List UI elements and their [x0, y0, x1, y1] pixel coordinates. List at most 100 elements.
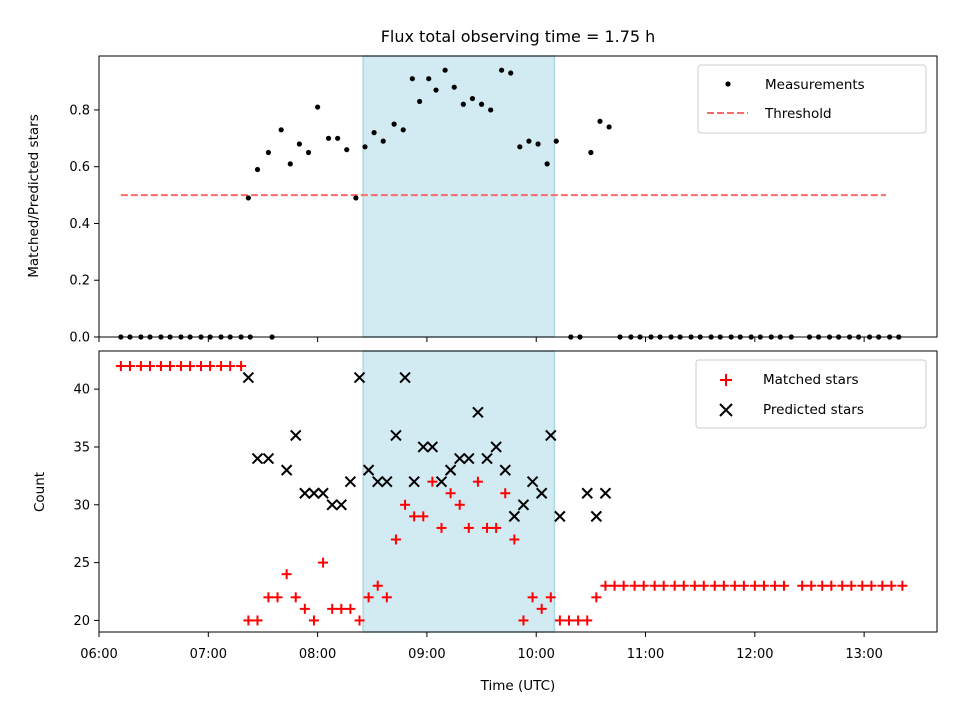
- matched-star-marker: [124, 361, 135, 372]
- legend-matched-marker: [720, 374, 732, 386]
- predicted-star-marker: [353, 371, 366, 384]
- predicted-marker-b: [535, 487, 548, 499]
- top-legend-box: [697, 64, 927, 134]
- predicted-star-markers: [242, 371, 612, 523]
- matched-star-marker: [299, 603, 310, 614]
- predicted-marker-b: [242, 371, 255, 384]
- predicted-star-marker: [299, 487, 311, 499]
- measurement-point: [391, 121, 397, 127]
- matched-star-marker: [225, 361, 236, 372]
- predicted-marker-b: [317, 487, 329, 499]
- matched-star-marker: [749, 580, 760, 591]
- predicted-star-marker: [426, 441, 439, 453]
- matched-star-marker: [758, 580, 769, 591]
- predicted-star-marker: [554, 510, 566, 523]
- predicted-marker-b: [290, 429, 302, 442]
- predicted-star-marker: [581, 487, 593, 499]
- measurement-point: [442, 67, 448, 73]
- measurement-point: [526, 138, 532, 144]
- matched-star-marker: [252, 615, 263, 626]
- top-y-ticks: 0.0 0.2 0.4 0.6 0.8: [69, 103, 99, 346]
- measurement-point: [597, 118, 603, 124]
- measurement-point: [426, 76, 432, 82]
- predicted-star-marker: [472, 406, 484, 418]
- predicted-star-marker: [362, 464, 375, 476]
- x-axis-label: Time (UTC): [480, 678, 556, 694]
- matched-star-marker: [689, 580, 700, 591]
- observing-window-shade: [362, 55, 556, 338]
- predicted-star-marker: [499, 464, 511, 476]
- predicted-marker-b: [344, 475, 357, 488]
- measurement-point: [344, 147, 350, 153]
- top-y-tick-label: 0.0: [69, 331, 90, 346]
- measurement-point: [488, 107, 494, 113]
- matched-star-marker: [545, 592, 556, 603]
- matched-star-markers: [115, 361, 908, 626]
- predicted-marker-b: [417, 441, 429, 453]
- predicted-marker-b: [372, 475, 384, 488]
- predicted-star-marker: [590, 510, 603, 523]
- matched-star-marker: [527, 592, 538, 603]
- matched-star-marker: [243, 615, 254, 626]
- legend-matched-label: Matched stars: [763, 372, 859, 388]
- predicted-star-marker: [381, 475, 393, 488]
- matched-star-marker: [500, 488, 511, 499]
- top-y-tick-label: 0.8: [69, 103, 90, 118]
- matched-star-marker: [678, 580, 689, 591]
- matched-star-marker: [336, 603, 347, 614]
- matched-star-marker: [318, 557, 329, 568]
- matched-star-marker: [445, 488, 456, 499]
- x-tick-label: 06:00: [80, 647, 117, 662]
- matched-star-marker: [649, 580, 660, 591]
- legend-predicted-label: Predicted stars: [763, 402, 864, 418]
- predicted-star-marker: [262, 452, 275, 465]
- predicted-star-marker: [317, 487, 329, 499]
- matched-star-marker: [463, 522, 474, 533]
- predicted-marker-b: [251, 452, 264, 465]
- predicted-marker-b: [299, 487, 311, 499]
- predicted-star-marker: [463, 452, 475, 465]
- matched-star-marker: [354, 615, 365, 626]
- matched-star-marker: [518, 615, 529, 626]
- bottom-highlight-region: [362, 350, 556, 633]
- matched-star-marker: [135, 361, 146, 372]
- predicted-marker-b: [399, 371, 411, 384]
- predicted-star-marker: [599, 487, 612, 499]
- matched-star-marker: [390, 534, 401, 545]
- matched-star-marker: [738, 580, 749, 591]
- measurement-point: [433, 87, 439, 93]
- matched-star-marker: [582, 615, 593, 626]
- predicted-marker-b: [444, 464, 457, 476]
- predicted-marker-b: [490, 441, 502, 453]
- measurement-point: [460, 101, 466, 107]
- matched-star-marker: [806, 580, 817, 591]
- bottom-y-axis-label: Count: [32, 472, 48, 512]
- predicted-marker-b: [581, 487, 593, 499]
- measurement-point: [245, 195, 251, 201]
- measurement-point: [553, 138, 559, 144]
- measurement-point: [287, 161, 293, 167]
- matched-star-marker: [216, 361, 227, 372]
- matched-star-marker: [372, 580, 383, 591]
- matched-star-marker: [165, 361, 176, 372]
- matched-star-marker: [454, 499, 465, 510]
- predicted-marker-b: [390, 429, 402, 442]
- matched-star-marker: [886, 580, 897, 591]
- predicted-star-marker: [399, 371, 411, 384]
- matched-star-marker: [145, 361, 156, 372]
- predicted-marker-b: [408, 475, 420, 488]
- x-tick-label: 10:00: [517, 647, 554, 662]
- matched-star-marker: [629, 580, 640, 591]
- predicted-star-marker: [481, 452, 493, 465]
- matched-star-marker: [846, 580, 857, 591]
- bottom-y-tick-label: 30: [73, 498, 90, 513]
- predicted-star-marker: [435, 475, 448, 488]
- bottom-axes-frame: [98, 350, 938, 633]
- predicted-star-marker: [290, 429, 302, 442]
- matched-star-marker: [175, 361, 186, 372]
- predicted-marker-b: [335, 499, 347, 511]
- matched-star-marker: [272, 592, 283, 603]
- legend-threshold-label: Threshold: [764, 106, 832, 122]
- matched-star-marker: [866, 580, 877, 591]
- measurement-point: [254, 166, 261, 173]
